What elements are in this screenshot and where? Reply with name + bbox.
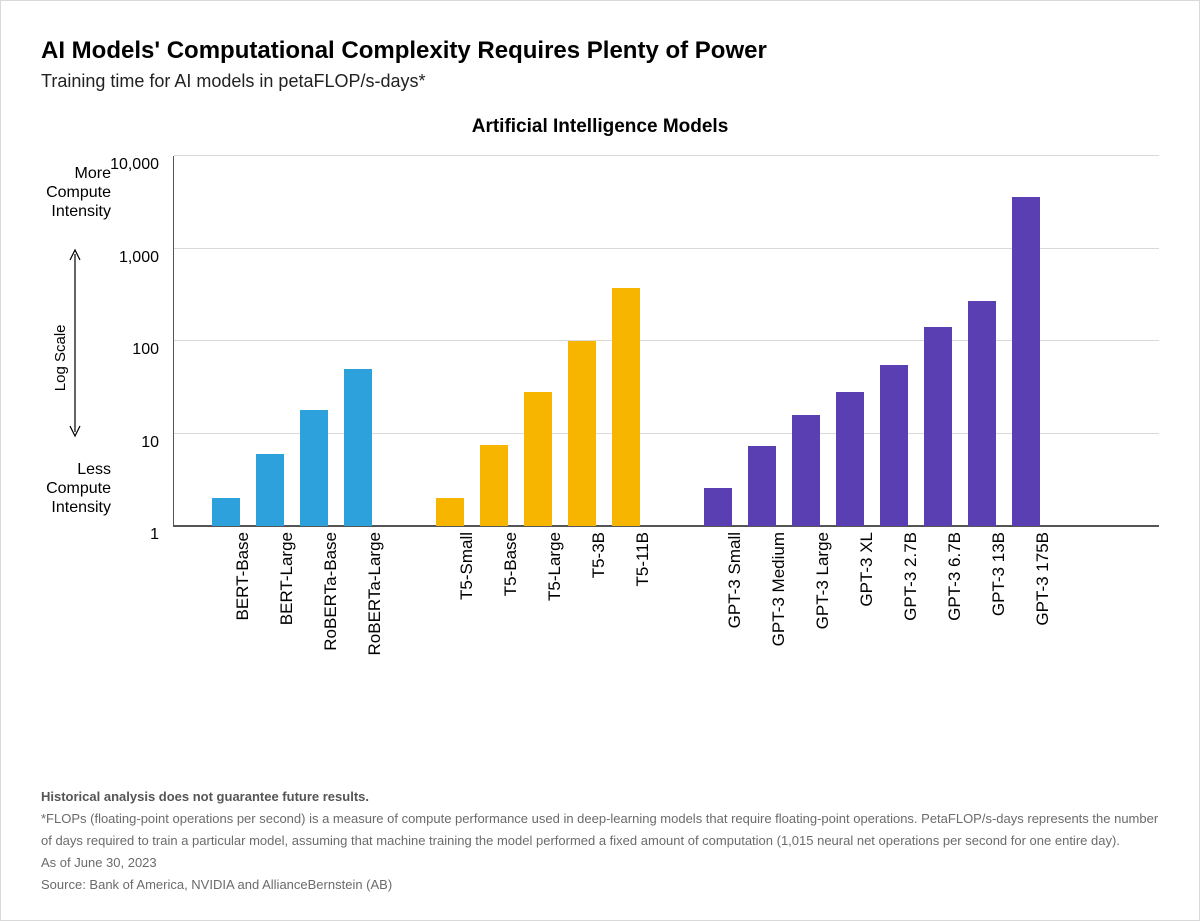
x-label: RoBERTa-Large <box>365 532 385 655</box>
x-label: BERT-Large <box>277 532 297 625</box>
plot-area <box>173 156 1159 527</box>
footnotes: Historical analysis does not guarantee f… <box>41 786 1159 896</box>
x-label: T5-11B <box>633 532 653 587</box>
bar <box>704 488 732 526</box>
y-annot-more: More Compute Intensity <box>41 164 111 222</box>
chart-title: AI Models' Computational Complexity Requ… <box>41 37 1159 65</box>
chart-series-title: Artificial Intelligence Models <box>41 116 1159 138</box>
y-tick-labels: 1101001,00010,000 <box>117 156 165 526</box>
bar <box>612 288 640 526</box>
bar <box>748 446 776 526</box>
bars-layer <box>174 156 1159 526</box>
bar <box>792 415 820 526</box>
bar <box>480 445 508 526</box>
bar <box>968 301 996 526</box>
x-label: T5-3B <box>589 532 609 578</box>
bar <box>924 327 952 526</box>
x-label: T5-Large <box>545 532 565 601</box>
x-label: GPT-3 XL <box>857 532 877 607</box>
x-label: GPT-3 Small <box>725 532 745 628</box>
y-annot-logscale: Log Scale <box>53 325 70 392</box>
footnote-asof: As of June 30, 2023 <box>41 852 1159 874</box>
footnote-flops: *FLOPs (floating-point operations per se… <box>41 808 1159 852</box>
chart-area: More Compute Intensity Log Scale Less Co… <box>161 156 1159 716</box>
bar <box>880 365 908 526</box>
chart-card: AI Models' Computational Complexity Requ… <box>0 0 1200 921</box>
bar <box>344 369 372 526</box>
bar <box>212 498 240 526</box>
x-label: T5-Base <box>501 532 521 596</box>
footnote-bold: Historical analysis does not guarantee f… <box>41 786 1159 808</box>
x-label: RoBERTa-Base <box>321 532 341 651</box>
bar <box>524 392 552 526</box>
y-annot-less: Less Compute Intensity <box>41 460 111 518</box>
x-label: GPT-3 13B <box>989 532 1009 616</box>
x-label: GPT-3 Medium <box>769 532 789 646</box>
y-axis-annotation: More Compute Intensity Log Scale Less Co… <box>41 156 111 526</box>
bar <box>300 410 328 526</box>
footnote-source: Source: Bank of America, NVIDIA and Alli… <box>41 874 1159 896</box>
x-label: GPT-3 Large <box>813 532 833 629</box>
x-label: GPT-3 175B <box>1033 532 1053 626</box>
x-label: GPT-3 2.7B <box>901 532 921 621</box>
bar <box>256 454 284 526</box>
bar <box>1012 197 1040 526</box>
bar <box>568 341 596 526</box>
x-tick-labels: BERT-Base BERT-Large RoBERTa-Base RoBERTa-L… <box>173 532 1159 712</box>
double-arrow-icon <box>69 248 81 438</box>
bar <box>836 392 864 526</box>
chart-subtitle: Training time for AI models in petaFLOP/… <box>41 71 1159 92</box>
x-label: GPT-3 6.7B <box>945 532 965 621</box>
bar <box>436 498 464 526</box>
x-label: BERT-Base <box>233 532 253 621</box>
x-label: T5-Small <box>457 532 477 600</box>
